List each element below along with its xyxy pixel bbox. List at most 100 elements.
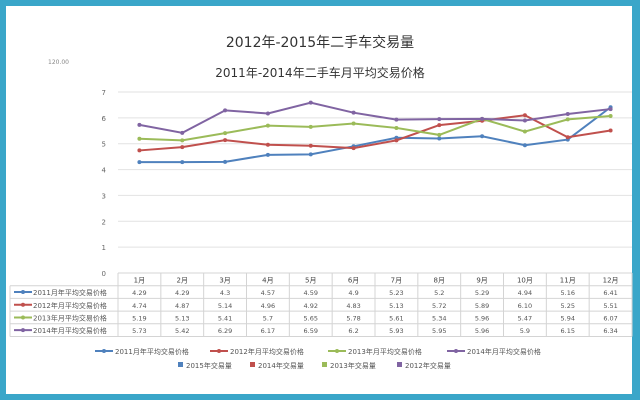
data-point — [137, 148, 142, 153]
legend-label: 2012年交易量 — [405, 361, 451, 370]
category-label: 1月 — [134, 277, 145, 285]
table-cell: 5.47 — [518, 314, 532, 322]
data-point — [223, 108, 228, 113]
table-cell: 5.34 — [432, 314, 446, 322]
data-point — [137, 136, 142, 141]
table-cell: 5.16 — [561, 289, 575, 297]
table-legend-marker — [21, 315, 25, 320]
table-cell: 4.29 — [175, 289, 189, 297]
data-point — [351, 121, 356, 126]
table-cell: 4.9 — [348, 289, 358, 297]
data-point — [394, 138, 399, 143]
data-point — [137, 160, 142, 165]
data-point — [437, 123, 442, 128]
series-line-3 — [139, 115, 611, 142]
legend-bar-key — [178, 362, 183, 367]
table-cell: 5.9 — [520, 327, 530, 335]
data-point — [394, 117, 399, 122]
data-point — [137, 122, 142, 127]
table-cell: 5.65 — [304, 314, 318, 322]
table-cell: 5.7 — [263, 314, 273, 322]
series-line-1 — [139, 106, 612, 164]
legend-bar-key — [397, 362, 402, 367]
legend-label: 2015年交易量 — [186, 361, 232, 370]
table-cell: 5.51 — [603, 302, 617, 310]
legend-label: 2013年交易量 — [330, 361, 376, 370]
series-line-4 — [139, 101, 611, 134]
data-point — [437, 136, 442, 141]
data-point — [223, 159, 228, 164]
table-cell: 4.59 — [304, 289, 318, 297]
table-legend-marker — [21, 328, 25, 333]
table-cell: 5.19 — [132, 314, 146, 322]
category-label: 5月 — [305, 277, 316, 285]
data-point — [180, 130, 185, 135]
table-row-label: 2012年月平均交易价格 — [33, 301, 107, 310]
legend-bar-key — [322, 362, 327, 367]
table-cell: 6.17 — [261, 327, 275, 335]
table-cell: 5.13 — [389, 302, 403, 310]
table-cell: 4.92 — [304, 302, 318, 310]
outer-title: 2012年-2015年二手车交易量 — [226, 34, 414, 51]
data-point — [180, 160, 185, 165]
table-row-label: 2013年月平均交易价格 — [33, 313, 107, 322]
table-cell: 5.96 — [475, 327, 489, 335]
y-tick-label: 3 — [102, 192, 106, 200]
table-cell: 4.74 — [132, 302, 146, 310]
table-cell: 5.29 — [475, 289, 489, 297]
table-cell: 5.13 — [175, 314, 189, 322]
table-cell: 4.87 — [175, 302, 189, 310]
outer-axis-fragment: 120.00 — [48, 59, 69, 66]
table-cell: 6.07 — [603, 314, 617, 322]
table-cell: 6.10 — [518, 302, 532, 310]
data-point — [480, 116, 485, 121]
table-cell: 6.15 — [561, 327, 575, 335]
data-point — [265, 123, 270, 128]
data-point — [608, 128, 613, 133]
chart-title: 2011年-2014年二手车月平均交易价格 — [215, 65, 424, 80]
data-point — [608, 114, 613, 119]
table-row-label: 2014年月平均交易价格 — [33, 326, 107, 335]
y-tick-label: 7 — [102, 89, 106, 97]
data-point — [308, 143, 313, 148]
data-point — [565, 117, 570, 122]
data-point — [351, 146, 356, 151]
table-cell: 6.41 — [603, 289, 617, 297]
data-point — [265, 142, 270, 147]
category-label: 10月 — [517, 277, 533, 285]
y-tick-label: 5 — [102, 141, 106, 149]
data-point — [480, 134, 485, 139]
category-label: 4月 — [262, 277, 273, 285]
legend-marker — [335, 349, 339, 353]
data-point — [265, 152, 270, 157]
legend-label: 2013年月平均交易价格 — [348, 347, 422, 356]
table-cell: 4.57 — [261, 289, 275, 297]
data-point — [308, 124, 313, 129]
table-cell: 5.2 — [434, 289, 444, 297]
y-tick-label: 1 — [102, 244, 106, 252]
data-point — [180, 138, 185, 143]
table-cell: 5.23 — [389, 289, 403, 297]
category-label: 2月 — [177, 277, 188, 285]
legend-label: 2014年月平均交易价格 — [467, 347, 541, 356]
table-cell: 5.78 — [346, 314, 360, 322]
data-point — [522, 118, 527, 123]
category-label: 6月 — [348, 277, 359, 285]
table-cell: 6.34 — [603, 327, 617, 335]
data-point — [608, 107, 613, 112]
legend-marker — [217, 349, 221, 353]
table-cell: 5.95 — [432, 327, 446, 335]
series-line-2 — [139, 114, 611, 152]
legend-marker — [454, 349, 458, 353]
table-cell: 4.94 — [518, 289, 532, 297]
table-cell: 5.73 — [132, 327, 146, 335]
legend-label: 2012年月平均交易价格 — [230, 347, 304, 356]
table-cell: 6.29 — [218, 327, 232, 335]
table-cell: 5.96 — [475, 314, 489, 322]
table-cell: 4.29 — [132, 289, 146, 297]
data-point — [223, 138, 228, 143]
legend-marker — [102, 349, 106, 353]
table-cell: 4.83 — [346, 302, 360, 310]
legend-bar-key — [250, 362, 255, 367]
table-cell: 5.14 — [218, 302, 232, 310]
